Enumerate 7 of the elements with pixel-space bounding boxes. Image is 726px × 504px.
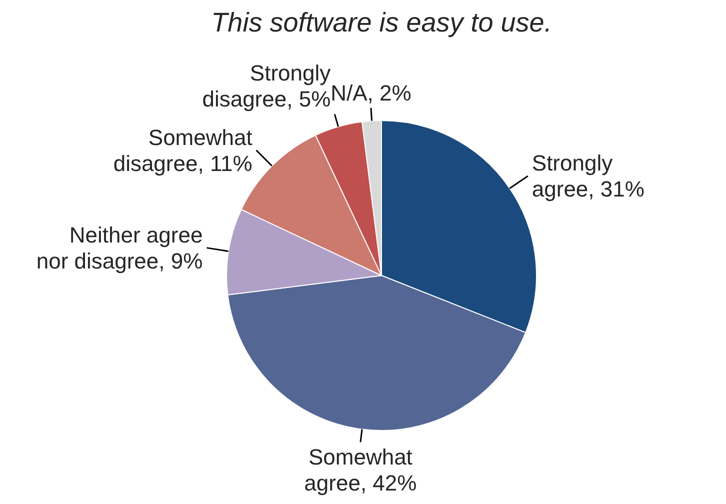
slice-label: Somewhat agree, 42% bbox=[304, 444, 417, 496]
slice-label: N/A, 2% bbox=[330, 80, 412, 106]
chart-title: This software is easy to use. bbox=[211, 8, 552, 38]
slice-label: Neither agree nor disagree, 9% bbox=[36, 222, 203, 274]
slice-label: Somewhat disagree, 11% bbox=[113, 124, 252, 176]
slice-label: Strongly disagree, 5% bbox=[202, 60, 331, 112]
slice-label: Strongly agree, 31% bbox=[532, 150, 644, 202]
